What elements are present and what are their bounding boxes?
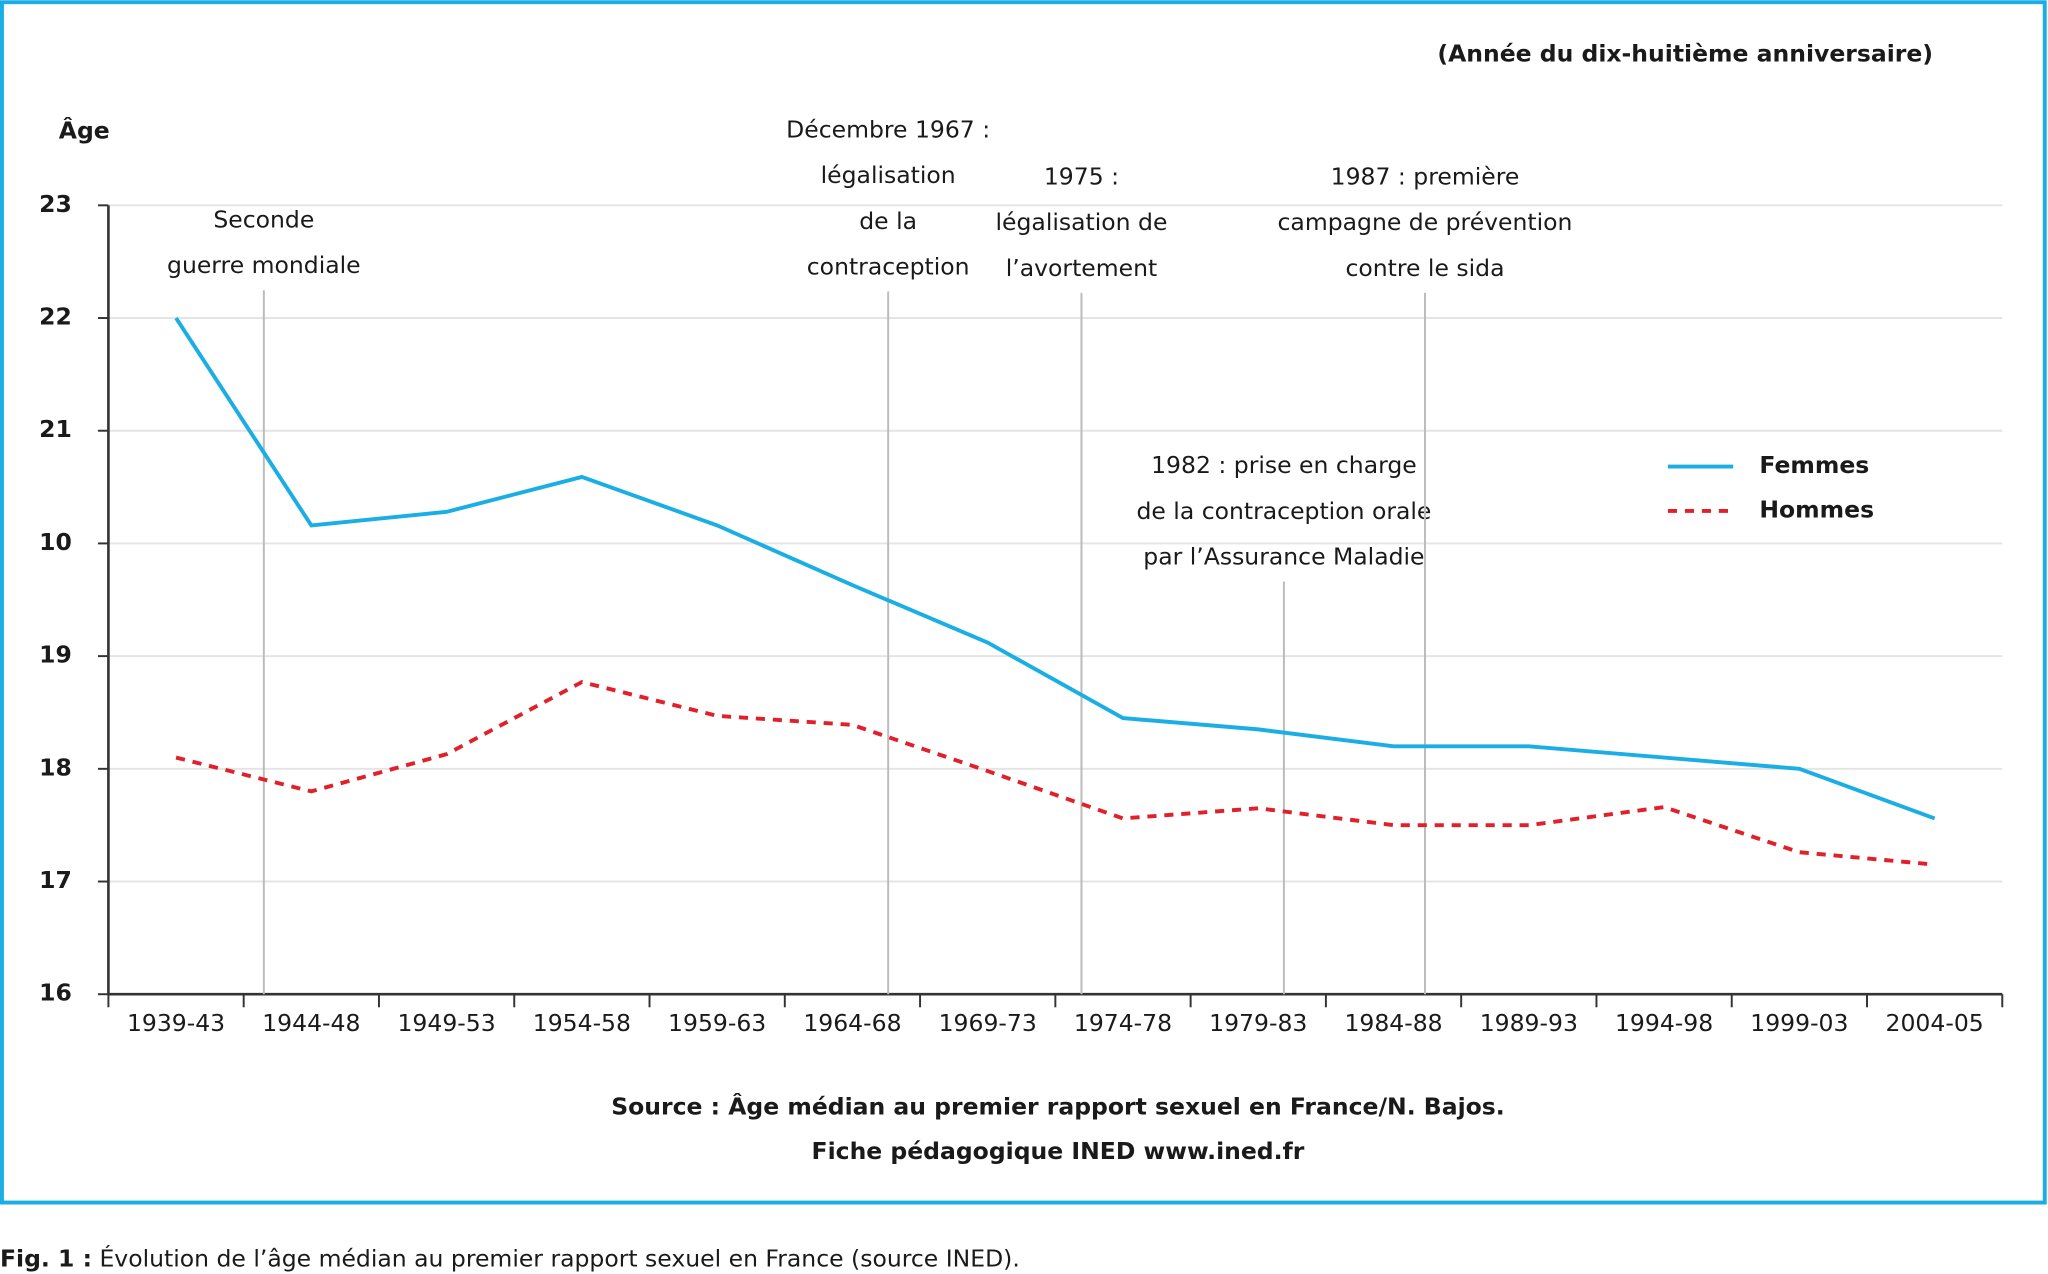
x-tick-label: 1994-98 bbox=[1615, 1009, 1713, 1037]
x-tick-label: 1979-83 bbox=[1209, 1009, 1307, 1037]
series-line bbox=[175, 679, 1935, 867]
annotation: par l’Assurance Maladie bbox=[1143, 542, 1424, 570]
annotation: Décembre 1967 : bbox=[786, 115, 990, 143]
caption: Fig. 1 : Évolution de l’âge médian au pr… bbox=[0, 1244, 1020, 1272]
legend-label: Hommes bbox=[1759, 495, 1874, 523]
source: Fiche pédagogique INED www.ined.fr bbox=[812, 1137, 1305, 1165]
x-tick-label: 1989-93 bbox=[1480, 1009, 1578, 1037]
annotation: légalisation de bbox=[996, 208, 1168, 236]
annotation: guerre mondiale bbox=[167, 251, 361, 279]
y-tick-label: 19 bbox=[39, 641, 72, 669]
frame bbox=[0, 0, 2047, 1205]
x-tick-label: 1959-63 bbox=[668, 1009, 766, 1037]
annotation: campagne de prévention bbox=[1278, 208, 1573, 236]
source: Source : Âge médian au premier rapport s… bbox=[611, 1092, 1505, 1120]
caption-label: Fig. 1 : bbox=[0, 1244, 92, 1272]
x-tick-label: 1999-03 bbox=[1750, 1009, 1848, 1037]
x-tick-label: 2004-05 bbox=[1886, 1009, 1984, 1037]
x-tick-label: 1949-53 bbox=[397, 1009, 495, 1037]
x-tick-label: 1984-88 bbox=[1344, 1009, 1442, 1037]
annotation: de la contraception orale bbox=[1136, 497, 1431, 525]
x-tick-label: 1964-68 bbox=[803, 1009, 901, 1037]
y-tick-label: 16 bbox=[39, 979, 72, 1007]
y-tick-label: 23 bbox=[39, 190, 72, 218]
series-line bbox=[174, 316, 1936, 821]
annotation: légalisation bbox=[821, 161, 956, 189]
annotation: l’avortement bbox=[1006, 254, 1157, 282]
y-tick-label: 21 bbox=[39, 415, 72, 443]
annotation: Seconde bbox=[213, 206, 314, 234]
x-tick-label: 1974-78 bbox=[1074, 1009, 1172, 1037]
x-note: (Année du dix-huitième anniversaire) bbox=[1437, 40, 1933, 68]
y-tick-label: 10 bbox=[39, 528, 72, 556]
annotation: 1982 : prise en charge bbox=[1151, 451, 1417, 479]
annotation: de la bbox=[859, 207, 917, 235]
annotation: 1987 : première bbox=[1331, 162, 1520, 190]
x-tick-label: 1939-43 bbox=[127, 1009, 225, 1037]
x-tick-label: 1954-58 bbox=[533, 1009, 631, 1037]
y-tick-label: 22 bbox=[39, 303, 72, 331]
y-tick-label: 18 bbox=[39, 753, 72, 781]
legend-label: Femmes bbox=[1759, 451, 1869, 479]
y-tick-label: 17 bbox=[39, 866, 72, 894]
x-tick-label: 1944-48 bbox=[262, 1009, 360, 1037]
annotation: contre le sida bbox=[1345, 254, 1504, 282]
annotation: contraception bbox=[807, 253, 970, 281]
y-axis-label: Âge bbox=[59, 117, 110, 145]
x-tick-label: 1969-73 bbox=[939, 1009, 1037, 1037]
annotation: 1975 : bbox=[1044, 162, 1119, 190]
caption-text: Évolution de l’âge médian au premier rap… bbox=[92, 1244, 1020, 1272]
